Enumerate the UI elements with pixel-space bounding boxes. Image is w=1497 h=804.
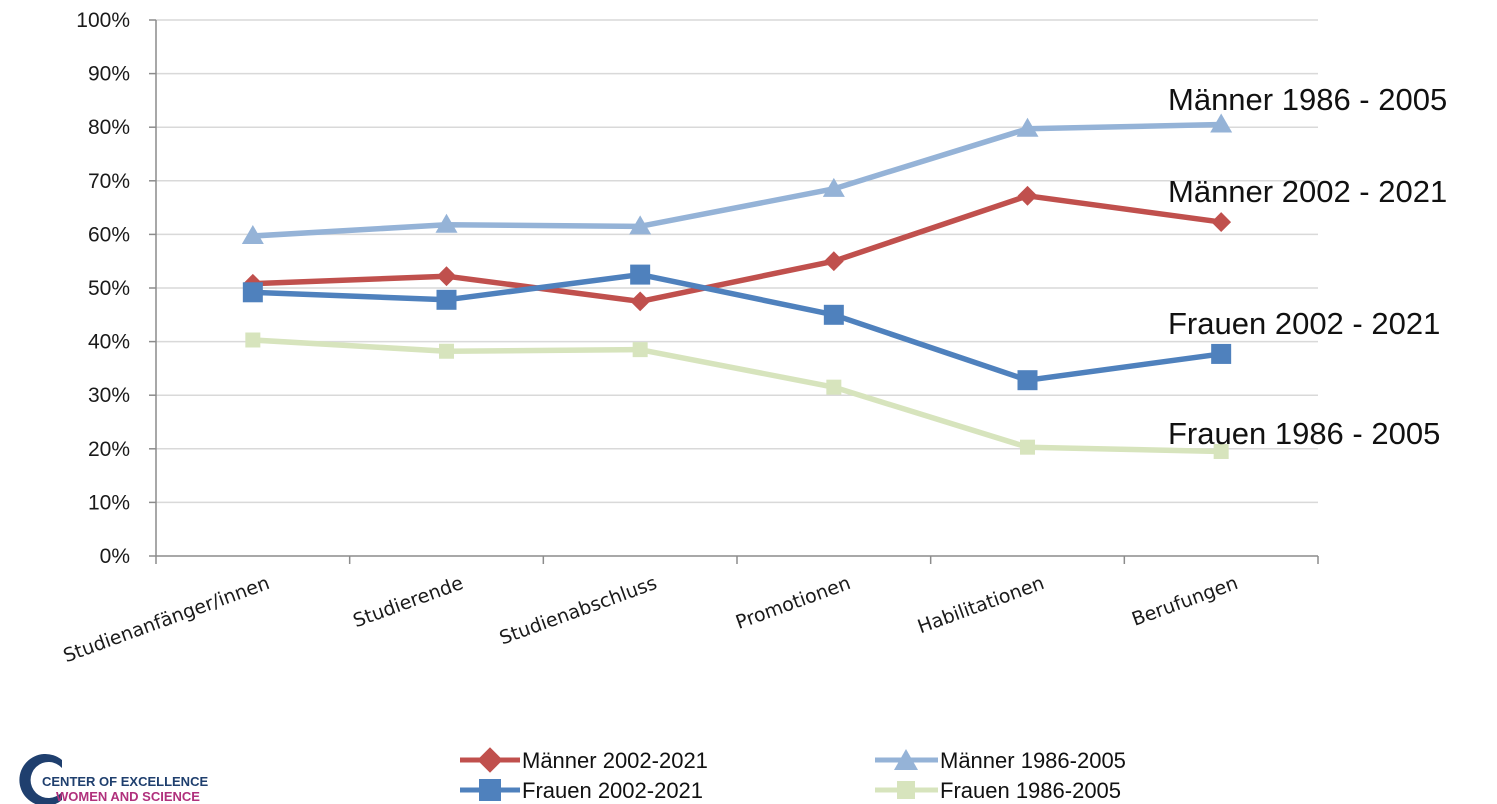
axes: [149, 19, 1319, 564]
data-point: [1213, 443, 1229, 459]
legend-marker-triangle: [894, 749, 918, 770]
logo: CENTER OF EXCELLENCE WOMEN AND SCIENCE: [19, 754, 208, 804]
data-point: [1211, 212, 1232, 232]
data-point: [826, 379, 842, 395]
y-tick-label: 50%: [88, 277, 130, 300]
data-point: [439, 343, 454, 359]
series-m-nner-2002-2021: [242, 185, 1232, 312]
legend-item-frauen-1986-2005: Frauen 1986-2005: [875, 778, 1121, 803]
data-point: [435, 213, 458, 233]
y-tick-label: 10%: [88, 491, 130, 514]
data-point: [629, 215, 652, 235]
data-point: [1210, 113, 1233, 133]
y-tick-label: 30%: [88, 384, 130, 407]
y-tick-label: 0%: [100, 545, 130, 568]
annotation-frauen-2002-2021: Frauen 2002 - 2021: [1168, 306, 1440, 341]
legend-label: Frauen 1986-2005: [940, 778, 1121, 803]
logo-arc-icon: [19, 754, 62, 804]
data-point: [1016, 117, 1039, 137]
data-point: [1020, 439, 1035, 455]
legend-label: Frauen 2002-2021: [522, 778, 703, 803]
x-tick-label: Studierende: [350, 572, 466, 632]
y-tick-label: 40%: [88, 331, 130, 354]
data-point: [823, 251, 844, 272]
series-line: [252, 337, 1222, 455]
annotation-frauen-1986-2005: Frauen 1986 - 2005: [1168, 416, 1440, 451]
x-tick-label: Berufungen: [1129, 572, 1241, 631]
legend-marker-diamond: [477, 747, 503, 773]
y-tick-label: 70%: [88, 170, 130, 193]
legend-item-maenner-2002-2021: Männer 2002-2021: [460, 747, 708, 773]
logo-line2: WOMEN AND SCIENCE: [56, 789, 200, 804]
annotations: Männer 1986 - 2005 Männer 2002 - 2021 Fr…: [1168, 82, 1447, 451]
data-point: [436, 289, 457, 310]
x-tick-label: Promotionen: [733, 572, 854, 634]
data-point: [242, 282, 263, 303]
y-tick-label: 60%: [88, 223, 130, 246]
legend-item-frauen-2002-2021: Frauen 2002-2021: [460, 778, 703, 803]
y-tick-label: 20%: [88, 438, 130, 461]
data-point: [241, 225, 264, 245]
series-line: [252, 271, 1222, 383]
legend-item-maenner-1986-2005: Männer 1986-2005: [875, 748, 1126, 773]
data-point: [630, 264, 651, 285]
series-frauen-2002-2021: [242, 264, 1232, 391]
data-point: [436, 266, 457, 287]
y-tick-labels: 0% 10% 20% 30% 40% 50% 60% 70% 80% 90% 100%: [76, 9, 130, 568]
legend-marker-square: [479, 779, 501, 801]
x-tick-label: Studienanfänger/innen: [60, 572, 272, 667]
series-line: [252, 121, 1222, 239]
data-point: [1017, 370, 1038, 391]
data-point: [1017, 185, 1038, 206]
data-point: [1211, 343, 1232, 364]
legend-marker-square: [897, 781, 915, 799]
annotation-maenner-2002-2021: Männer 2002 - 2021: [1168, 174, 1447, 209]
data-point: [822, 177, 845, 197]
series-frauen-1986-2005: [245, 332, 1229, 459]
y-tick-label: 100%: [76, 9, 130, 32]
x-tick-label: Studienabschluss: [497, 572, 660, 649]
legend-label: Männer 2002-2021: [522, 748, 708, 773]
series-line: [252, 193, 1222, 305]
data-point: [823, 304, 844, 325]
series-lines: [241, 113, 1233, 459]
series-m-nner-1986-2005: [241, 113, 1233, 245]
logo-line1: CENTER OF EXCELLENCE: [42, 774, 208, 789]
x-tick-label: Habilitationen: [915, 572, 1048, 638]
data-point: [632, 342, 648, 358]
legend: Männer 2002-2021 Frauen 2002-2021 Männer…: [460, 747, 1126, 803]
y-tick-label: 90%: [88, 63, 130, 86]
data-point: [245, 332, 261, 348]
gridlines: [156, 19, 1318, 504]
legend-label: Männer 1986-2005: [940, 748, 1126, 773]
y-tick-label: 80%: [88, 116, 130, 139]
x-tick-labels: Studienanfänger/innen Studierende Studiena…: [60, 572, 1240, 667]
data-point: [630, 291, 651, 312]
annotation-maenner-1986-2005: Männer 1986 - 2005: [1168, 82, 1447, 117]
